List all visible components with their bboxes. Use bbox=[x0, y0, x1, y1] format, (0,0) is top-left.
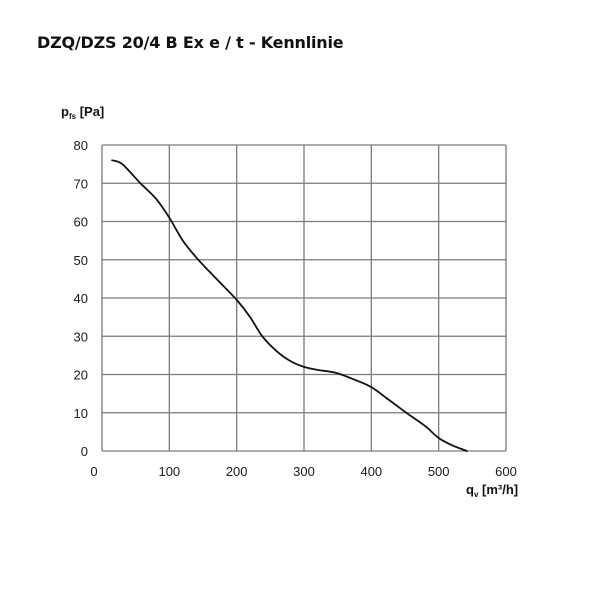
y-tick-label: 10 bbox=[74, 406, 88, 421]
y-axis-ticks: 0 10 20 30 40 50 60 70 80 bbox=[74, 138, 88, 459]
x-tick-label: 400 bbox=[360, 464, 382, 479]
characteristic-curve bbox=[111, 159, 468, 452]
x-axis-ticks: 0 100 200 300 400 500 600 bbox=[90, 464, 516, 479]
y-axis-label: pfs [Pa] bbox=[61, 104, 104, 121]
chart-title: DZQ/DZS 20/4 B Ex e / t - Kennlinie bbox=[37, 33, 344, 52]
y-tick-label: 50 bbox=[74, 253, 88, 268]
x-tick-label: 100 bbox=[158, 464, 180, 479]
x-tick-label: 300 bbox=[293, 464, 315, 479]
y-tick-label: 20 bbox=[74, 368, 88, 383]
grid-lines bbox=[101, 144, 507, 452]
y-tick-label: 30 bbox=[74, 329, 88, 344]
x-tick-label: 500 bbox=[428, 464, 450, 479]
x-axis-label: qv [m³/h] bbox=[466, 482, 518, 499]
y-tick-label: 60 bbox=[74, 215, 88, 230]
y-tick-label: 0 bbox=[81, 444, 88, 459]
x-tick-label: 200 bbox=[226, 464, 248, 479]
x-tick-label: 600 bbox=[495, 464, 517, 479]
y-tick-label: 40 bbox=[74, 291, 88, 306]
x-tick-label: 0 bbox=[90, 464, 97, 479]
y-tick-label: 80 bbox=[74, 138, 88, 153]
y-tick-label: 70 bbox=[74, 176, 88, 191]
